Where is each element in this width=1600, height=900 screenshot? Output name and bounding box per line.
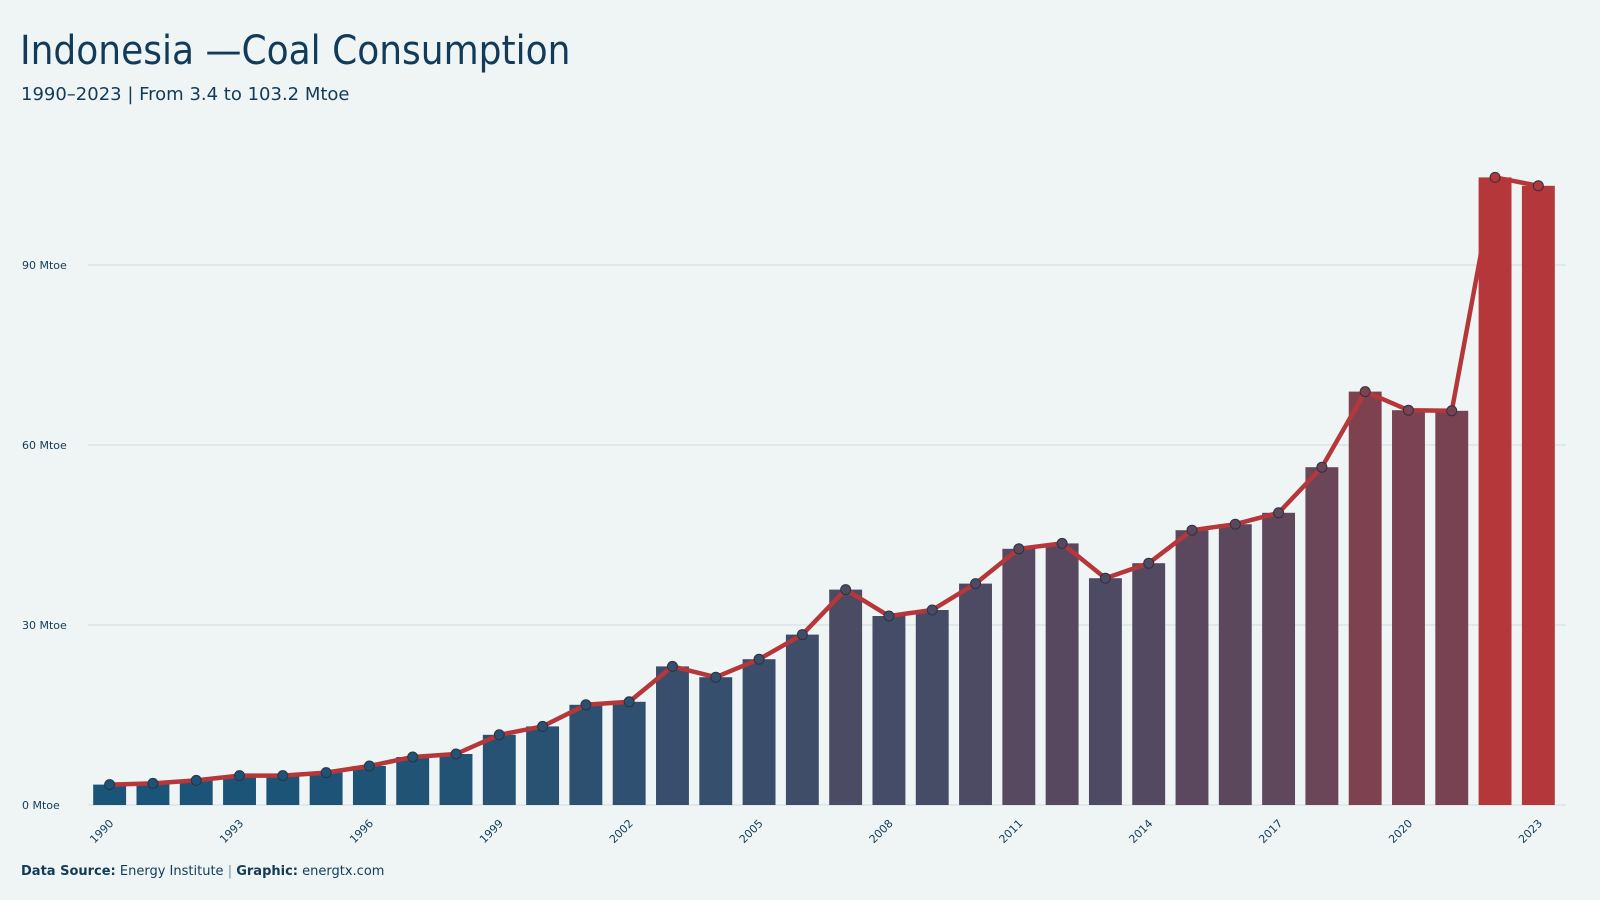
point: [1229, 518, 1241, 530]
bar: [872, 616, 906, 805]
bar: [1521, 185, 1555, 806]
bar: [742, 659, 776, 805]
chart-subtitle: 1990–2023 | From 3.4 to 103.2 Mtoe: [21, 84, 350, 105]
bar: [526, 726, 560, 805]
point: [796, 629, 808, 641]
point: [580, 699, 592, 711]
point: [1402, 404, 1414, 416]
bar: [959, 583, 992, 805]
point: [537, 720, 549, 732]
bar: [1348, 391, 1382, 805]
bar: [1045, 543, 1079, 805]
y-tick-label: 60 Mtoe: [22, 439, 67, 452]
point: [1186, 524, 1198, 536]
point: [1316, 461, 1328, 473]
point: [666, 660, 678, 672]
separator: |: [228, 864, 232, 879]
bar: [439, 754, 473, 805]
bar: [1175, 530, 1209, 805]
bar: [1218, 524, 1252, 805]
y-tick-label: 90 Mtoe: [22, 259, 67, 272]
point: [926, 604, 938, 616]
bar: [569, 704, 603, 805]
point: [1013, 543, 1025, 555]
point: [493, 729, 505, 741]
bar: [656, 666, 689, 805]
point: [970, 578, 982, 590]
bar: [482, 734, 516, 805]
bar: [1088, 578, 1122, 805]
point: [1143, 557, 1155, 569]
source-label: Data Source:: [21, 864, 116, 879]
y-tick-label: 0 Mtoe: [22, 799, 60, 812]
point: [753, 653, 765, 665]
bar: [1262, 512, 1296, 805]
bar: [699, 677, 733, 805]
footer: Data Source: Energy Institute | Graphic:…: [21, 864, 384, 879]
source: Energy Institute: [120, 864, 224, 879]
point: [147, 777, 159, 789]
point: [1446, 405, 1458, 417]
bar: [1435, 410, 1469, 805]
point: [623, 696, 635, 708]
bar: [915, 610, 949, 805]
bar: [829, 589, 863, 805]
bar: [1392, 410, 1425, 805]
point: [320, 767, 332, 779]
point: [1273, 507, 1285, 519]
point: [1532, 180, 1544, 192]
trend-line: [109, 175, 1539, 787]
bar: [352, 766, 386, 805]
bar: [1002, 548, 1036, 805]
point: [277, 770, 289, 782]
point: [363, 760, 375, 772]
chart-title: Indonesia —Coal Consumption: [20, 28, 570, 74]
y-tick-label: 30 Mtoe: [22, 619, 67, 632]
point: [104, 779, 116, 791]
point: [450, 748, 462, 760]
bar: [1132, 563, 1166, 805]
bar: [785, 634, 819, 805]
bar: [1478, 177, 1512, 805]
bar: [612, 701, 646, 805]
credit: energtx.com: [302, 864, 384, 879]
point: [1359, 386, 1371, 398]
bar: [1305, 467, 1339, 805]
point: [1489, 171, 1501, 183]
point: [883, 610, 895, 622]
point: [840, 584, 852, 596]
credit-label: Graphic:: [236, 864, 298, 879]
point: [710, 671, 722, 683]
point: [234, 770, 246, 782]
bar: [396, 757, 430, 805]
point: [1099, 572, 1111, 584]
point: [407, 751, 419, 763]
bar: [93, 784, 127, 805]
point: [1056, 537, 1068, 549]
point: [190, 774, 202, 786]
bar: [136, 783, 170, 805]
